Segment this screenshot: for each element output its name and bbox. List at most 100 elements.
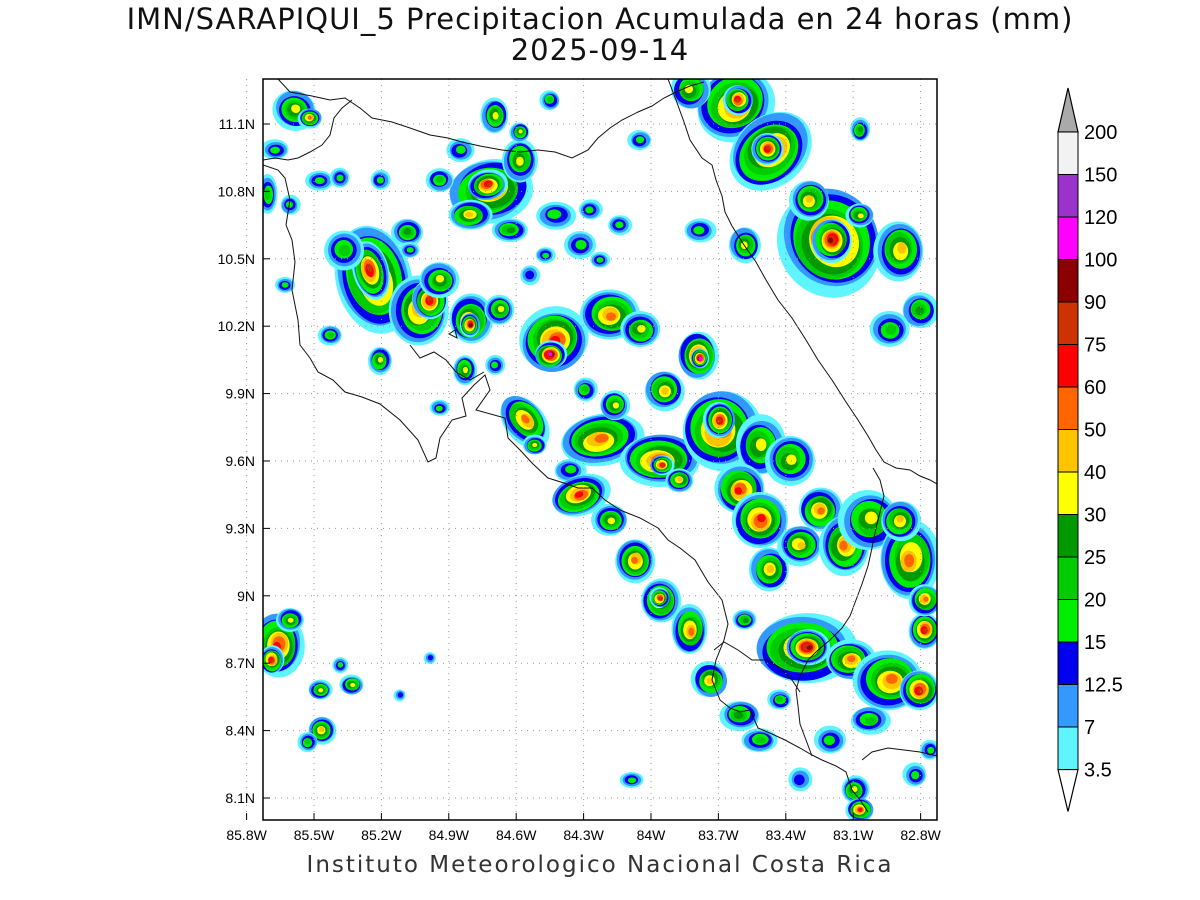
- panama-border: [795, 467, 885, 757]
- rain-cell: [564, 231, 597, 260]
- colorbar-label: 100: [1084, 250, 1117, 272]
- rain-cell: [788, 180, 829, 221]
- colorbar-label: 90: [1084, 292, 1106, 314]
- rain-cell: [777, 526, 822, 567]
- lon-tick-label: 84W: [637, 827, 667, 843]
- rain-cell: [275, 276, 296, 293]
- rain-cell: [419, 262, 460, 299]
- colorbar-swatch: [1057, 599, 1079, 643]
- colorbar-swatch: [1057, 174, 1079, 218]
- rain-cell: [741, 728, 778, 753]
- rain-cell: [425, 168, 454, 193]
- rain-cell: [446, 138, 475, 163]
- rain-cell: [620, 311, 661, 348]
- rain-cell: [850, 117, 871, 142]
- nicaragua-border: [277, 79, 705, 159]
- rain-cell: [393, 689, 406, 702]
- rain-cell: [845, 798, 874, 820]
- plot-frame: [262, 78, 938, 821]
- rain-cell: [600, 390, 631, 421]
- lat-tick-label: 11.1N: [219, 116, 255, 132]
- rain-cell: [370, 169, 391, 190]
- colorbar-swatch: [1057, 726, 1079, 770]
- colorbar-swatch: [1057, 514, 1079, 558]
- colorbar-label: 200: [1084, 122, 1117, 144]
- colorbar-swatch: [1057, 344, 1079, 388]
- rain-cell: [539, 90, 560, 111]
- rain-cell: [423, 652, 436, 665]
- rain-cell: [908, 584, 937, 617]
- rain-cell: [881, 501, 922, 542]
- rain-cell: [719, 701, 760, 732]
- pacific-coastline: [263, 164, 869, 813]
- lat-tick-label: 9.6N: [225, 453, 255, 469]
- rain-cell: [608, 215, 633, 236]
- rain-cell: [731, 492, 788, 549]
- rain-cell: [520, 265, 541, 286]
- colorbar-swatch: [1057, 641, 1079, 685]
- rain-cell: [702, 401, 735, 438]
- lon-tick-label: 84.3W: [563, 827, 604, 843]
- colorbar-label: 40: [1084, 462, 1106, 484]
- rain-cell: [484, 294, 515, 325]
- lat-tick-label: 8.4N: [225, 723, 255, 739]
- rain-cell: [459, 313, 480, 338]
- rain-cell: [811, 219, 852, 264]
- lon-tick-label: 83.7W: [698, 827, 739, 843]
- rain-cell: [329, 167, 350, 188]
- lat-tick-label: 9.3N: [225, 520, 255, 536]
- colorbar-upper-arrow: [1057, 87, 1079, 133]
- colorbar-swatch: [1057, 259, 1079, 303]
- colorbar-swatch: [1057, 429, 1079, 473]
- colorbar-label: 120: [1084, 207, 1117, 229]
- rain-cell: [263, 645, 285, 674]
- rain-cell: [480, 97, 509, 134]
- rain-cell: [509, 122, 530, 143]
- rain-cell: [305, 170, 334, 191]
- colorbar-label: 50: [1084, 420, 1106, 442]
- map-axes: 11.1N 10.8N 10.5N 10.2N 9.9N 9.6N 9.3N 9N 8.7N 8.…: [218, 116, 942, 843]
- rain-cell: [485, 354, 506, 375]
- rain-cell: [491, 218, 528, 243]
- colorbar-swatch: [1057, 684, 1079, 728]
- rain-cell: [275, 608, 304, 633]
- rain-cell: [899, 670, 937, 711]
- rain-cell: [850, 706, 891, 735]
- rain-cell: [748, 547, 789, 592]
- rain-cell: [453, 355, 478, 386]
- osa-peninsula-shore: [713, 641, 801, 693]
- graticule-grid: [246, 79, 937, 820]
- caribbean-coastline: [667, 79, 937, 485]
- rain-cell: [367, 347, 392, 376]
- rain-cell: [578, 199, 603, 220]
- rain-cell: [619, 771, 644, 788]
- rain-cell: [429, 399, 450, 416]
- colorbar-lower-arrow: [1057, 768, 1079, 812]
- coastline-borders: [263, 79, 937, 813]
- rain-cell: [573, 377, 598, 402]
- rain-cell: [649, 587, 670, 608]
- rain-cell: [590, 251, 611, 268]
- rain-cell: [691, 348, 710, 369]
- map-date: 2025-09-14: [510, 33, 690, 67]
- rain-cell: [880, 519, 937, 600]
- rain-cell: [535, 340, 568, 369]
- lat-tick-label: 9.9N: [225, 386, 255, 402]
- rain-cell: [873, 221, 924, 282]
- nicoya-gulf-shore: [409, 344, 485, 381]
- colorbar-label: 15: [1084, 632, 1106, 654]
- colorbar-swatch: [1057, 301, 1079, 345]
- rain-cell: [690, 661, 728, 698]
- rain-cell: [869, 310, 910, 347]
- rain-cell: [764, 435, 815, 486]
- lat-tick-label: 10.8N: [218, 183, 255, 199]
- rain-cell: [263, 173, 278, 214]
- rain-cell: [671, 603, 708, 654]
- lon-tick-label: 82.8W: [900, 827, 941, 843]
- rain-cell: [468, 169, 508, 200]
- rain-cell: [732, 609, 757, 630]
- colorbar-label: 12.5: [1084, 675, 1123, 697]
- colorbar-swatch: [1057, 556, 1079, 600]
- rain-cell: [650, 455, 675, 476]
